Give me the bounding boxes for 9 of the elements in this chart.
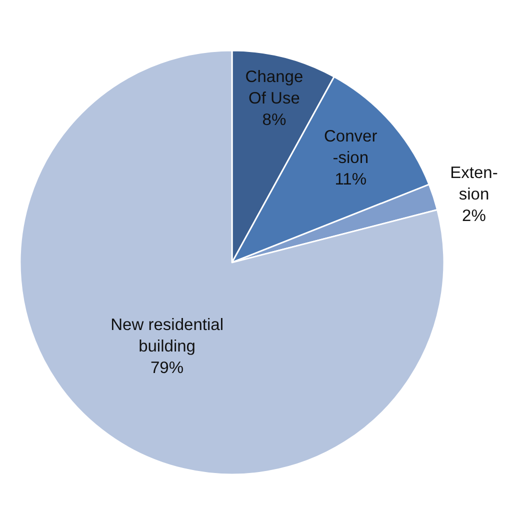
slice-label: New residential building (110, 315, 224, 356)
data-label: 2% (462, 206, 486, 225)
slice-label: Conver -sion (324, 126, 378, 168)
data-label: 8% (262, 110, 286, 129)
pie-slice (19, 50, 445, 476)
data-label: 79% (150, 358, 184, 378)
slice-label: Exten- sion (450, 162, 498, 204)
data-label: 11% (334, 170, 367, 189)
slice-label: Change Of Use (245, 66, 304, 108)
